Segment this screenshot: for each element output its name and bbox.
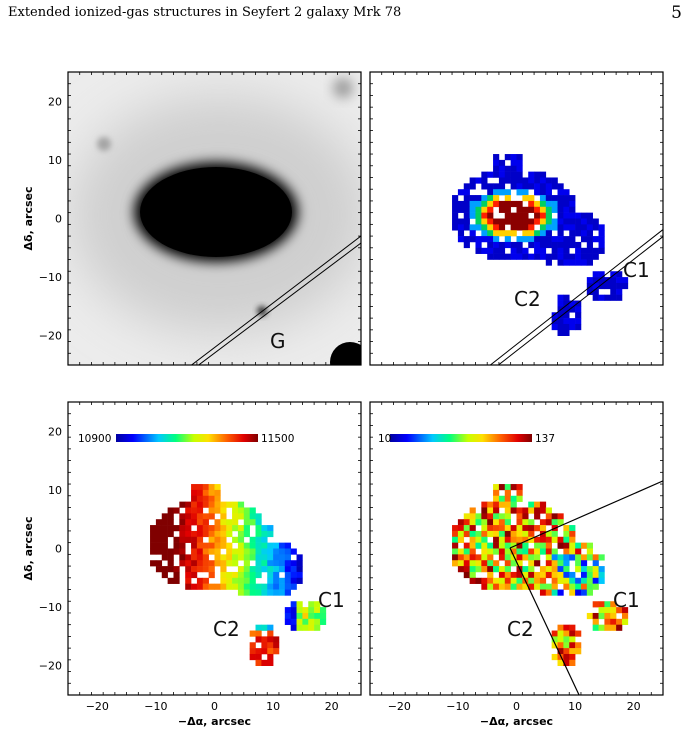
star-bottom-right bbox=[330, 342, 361, 365]
x-tick-label: 20 bbox=[627, 700, 641, 713]
panel-bottom-left: 10900 11500 C1 C2 bbox=[68, 402, 361, 695]
x-tick-label: −20 bbox=[388, 700, 411, 713]
colorbar-min: 10900 bbox=[78, 433, 111, 445]
colorbar-min: 10 bbox=[378, 433, 391, 445]
intensity-map bbox=[452, 154, 629, 336]
x-tick-label: 10 bbox=[568, 700, 582, 713]
panel-bottom-right: 10 137 C1 C2 bbox=[370, 402, 663, 695]
x-tick-label: −20 bbox=[86, 700, 109, 713]
label-c2: C2 bbox=[514, 287, 541, 311]
colorbar-max: 137 bbox=[535, 433, 555, 445]
label-g: G bbox=[270, 329, 286, 353]
dispersion-map bbox=[452, 484, 629, 666]
velocity-map bbox=[150, 484, 327, 666]
star-small bbox=[97, 137, 111, 151]
panel-top-right: C1 C2 bbox=[370, 72, 663, 365]
label-c1: C1 bbox=[318, 588, 345, 612]
y-tick-label: 0 bbox=[55, 213, 62, 226]
colorbar-dispersion bbox=[390, 434, 532, 442]
colorbar-max: 11500 bbox=[261, 433, 294, 445]
y-tick-label: 20 bbox=[48, 425, 62, 438]
colorbar-velocity bbox=[116, 434, 258, 442]
y-tick-label: 0 bbox=[55, 543, 62, 556]
x-tick-label: 0 bbox=[513, 700, 520, 713]
label-c1: C1 bbox=[623, 258, 650, 282]
x-tick-label: 0 bbox=[211, 700, 218, 713]
running-title: Extended ionized-gas structures in Seyfe… bbox=[8, 5, 402, 20]
label-c2: C2 bbox=[507, 617, 534, 641]
x-axis-label: −Δα, arcsec bbox=[480, 715, 553, 728]
y-tick-label: −20 bbox=[39, 660, 62, 673]
x-axis-label: −Δα, arcsec bbox=[178, 715, 251, 728]
y-tick-label: 10 bbox=[48, 154, 62, 167]
y-tick-label: −10 bbox=[39, 601, 62, 614]
panel-top-left: G bbox=[68, 72, 361, 365]
y-tick-label: −10 bbox=[39, 271, 62, 284]
x-tick-label: −10 bbox=[144, 700, 167, 713]
x-tick-label: 10 bbox=[266, 700, 280, 713]
x-tick-label: 20 bbox=[325, 700, 339, 713]
y-axis-label: Δδ, arcsec bbox=[22, 187, 35, 251]
x-tick-label: −10 bbox=[446, 700, 469, 713]
label-c1: C1 bbox=[613, 588, 640, 612]
page-number: 5 bbox=[671, 3, 682, 23]
label-c2: C2 bbox=[213, 617, 240, 641]
y-axis-label: Δδ, arcsec bbox=[22, 517, 35, 581]
y-tick-label: −20 bbox=[39, 330, 62, 343]
axes-frames: −20 −10 0 10 20 Δδ, arcsec −20 −10 0 10 20 Δδ, arcs… bbox=[22, 71, 664, 728]
y-tick-label: 20 bbox=[48, 95, 62, 108]
star-top-right bbox=[333, 78, 353, 98]
y-tick-label: 10 bbox=[48, 484, 62, 497]
